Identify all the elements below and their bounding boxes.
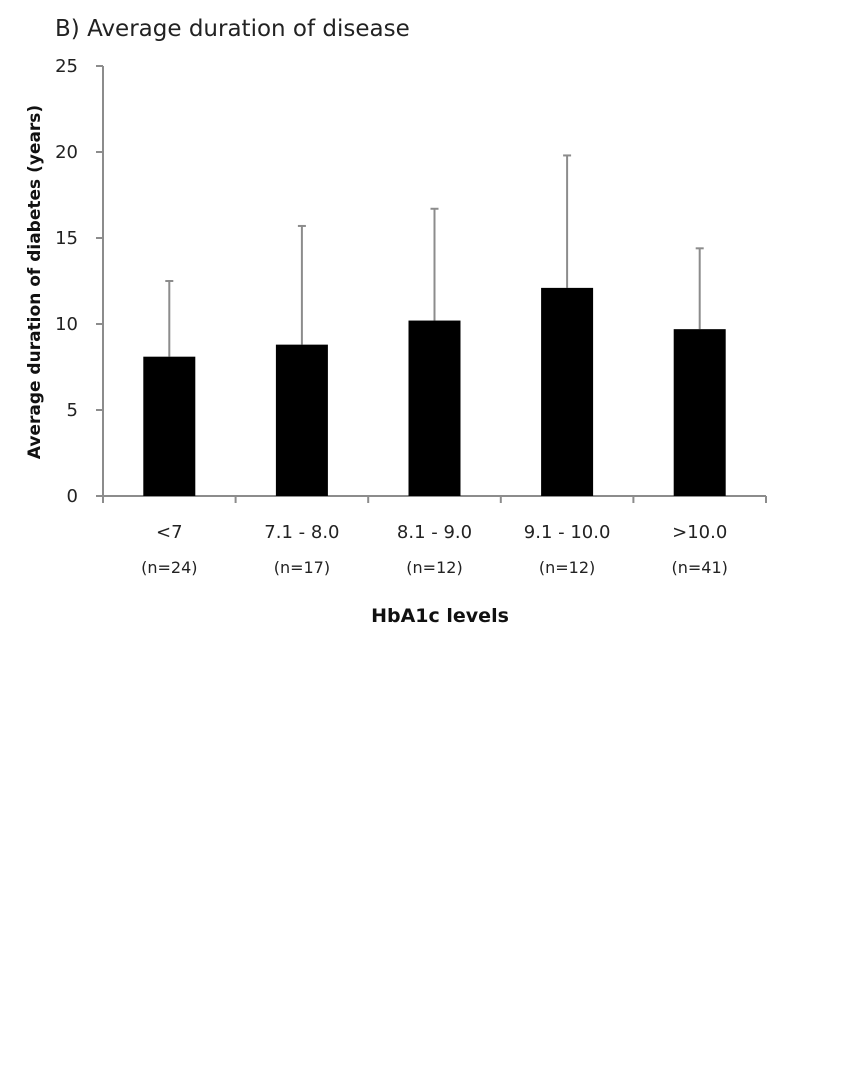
bar (408, 320, 461, 496)
x-tick-label: >10.0 (672, 522, 727, 543)
y-tick-label: 25 (55, 56, 78, 77)
sample-size-label: (n=17) (274, 558, 330, 577)
plot-area: 0 5 10 15 20 25 <7 (n=24) 7.1 - 8.0 (n=17) 8.1 - 9… (55, 56, 767, 577)
y-tick-label: 20 (55, 142, 78, 163)
sample-size-label: (n=12) (406, 558, 462, 577)
sample-size-label: (n=41) (672, 558, 728, 577)
sample-size-label: (n=24) (141, 558, 197, 577)
y-tick-label: 10 (55, 314, 78, 335)
x-tick-label: 9.1 - 10.0 (524, 522, 611, 543)
y-axis-label-group: Average duration of diabetes (years) (25, 105, 45, 459)
chart-title: B) Average duration of disease (55, 16, 410, 42)
y-tick-label: 0 (67, 486, 78, 507)
bar (673, 329, 726, 496)
bar (143, 356, 196, 496)
y-tick-label: 15 (55, 228, 78, 249)
x-tick-label: 8.1 - 9.0 (397, 522, 472, 543)
sample-size-label: (n=12) (539, 558, 595, 577)
x-tick-label: <7 (156, 522, 183, 543)
y-axis-label: Average duration of diabetes (years) (25, 105, 45, 459)
x-tick-label: 7.1 - 8.0 (264, 522, 339, 543)
x-axis-label: HbA1c levels (371, 605, 509, 627)
bar (275, 344, 328, 496)
bar (541, 287, 594, 496)
y-tick-label: 5 (67, 400, 78, 421)
